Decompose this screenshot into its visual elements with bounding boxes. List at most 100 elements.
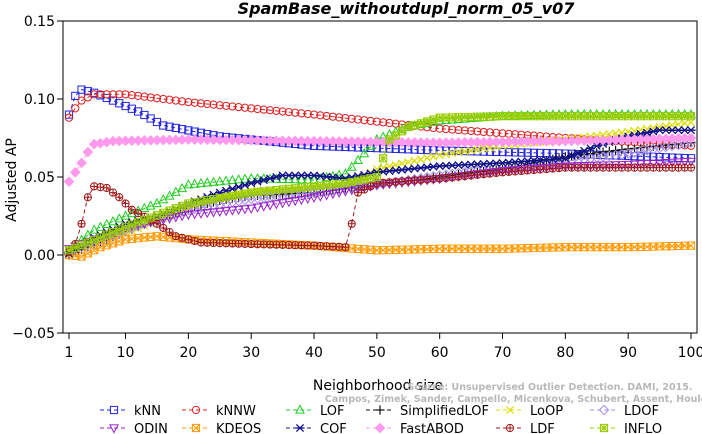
legend-label: FastABOD [400, 422, 464, 434]
data-point [666, 140, 678, 152]
x-tick-label: 100 [678, 345, 702, 361]
data-point [655, 153, 664, 162]
data-point [647, 143, 659, 155]
data-point [108, 215, 118, 226]
data-point [190, 198, 199, 207]
data-point [660, 141, 672, 153]
data-point [278, 185, 287, 194]
data-point [184, 98, 193, 107]
data-point [183, 210, 194, 221]
legend-label: ODIN [134, 422, 168, 434]
series-inflo [64, 112, 696, 255]
data-point [259, 105, 268, 114]
data-point [71, 91, 80, 100]
data-point [233, 205, 244, 216]
data-point [265, 106, 275, 115]
data-point [291, 108, 300, 117]
data-point [435, 124, 444, 133]
data-point [196, 209, 206, 219]
data-point [102, 230, 111, 239]
data-point [189, 178, 200, 188]
data-point [492, 147, 501, 156]
data-point [83, 87, 92, 96]
data-point [686, 126, 696, 135]
data-point [159, 208, 168, 217]
data-point [604, 161, 615, 171]
data-point [686, 157, 696, 168]
data-point [134, 218, 143, 227]
data-point [585, 161, 596, 172]
series-kdeos [64, 232, 696, 261]
data-point [680, 119, 689, 128]
data-point [139, 202, 150, 213]
x-tick-label: 60 [431, 345, 449, 361]
data-point [82, 146, 94, 158]
data-point [579, 162, 590, 172]
y-tick-label: 0.10 [24, 92, 55, 108]
data-point [686, 241, 696, 250]
data-point [448, 149, 457, 158]
data-point [309, 182, 319, 191]
data-point [96, 90, 105, 99]
data-point [610, 161, 621, 171]
legend-item-fastabod: FastABOD [366, 422, 464, 434]
data-point [328, 180, 337, 189]
legend-item-inflo: INFLO [590, 422, 662, 434]
data-point [183, 179, 194, 189]
data-point [102, 90, 111, 99]
data-point [165, 95, 174, 104]
data-point [635, 146, 647, 157]
data-point [202, 177, 213, 187]
data-point [214, 207, 225, 217]
data-point [234, 190, 243, 199]
data-point [184, 126, 193, 135]
data-point [322, 111, 331, 121]
data-point [673, 139, 684, 151]
data-point [541, 163, 552, 174]
legend-marker [599, 423, 609, 433]
legend-item-knn: kNN [100, 404, 161, 419]
y-tick-label: 0.00 [24, 248, 55, 264]
y-tick-label: 0.15 [24, 14, 55, 30]
y-tick-label: 0.05 [24, 170, 55, 186]
data-point [517, 148, 526, 157]
legend-item-lof: LOF [286, 404, 345, 419]
data-point [190, 98, 199, 107]
data-point [145, 200, 156, 210]
data-point [566, 162, 577, 172]
data-point [536, 148, 545, 158]
data-point [127, 220, 136, 229]
data-point [648, 127, 658, 136]
data-point [454, 125, 463, 135]
data-point [240, 103, 250, 112]
watermark-line-1: Source: Unsupervised Outlier Detection. … [408, 382, 693, 393]
data-point [535, 164, 546, 174]
data-point [96, 233, 105, 242]
data-point [296, 174, 307, 184]
data-point [302, 194, 313, 205]
data-point [347, 219, 356, 228]
watermark-line-2: Campos, Zimek, Sander, Campello, Micenko… [325, 394, 702, 405]
data-point [685, 137, 697, 148]
data-point [291, 184, 300, 193]
data-point [271, 200, 282, 210]
data-point [95, 221, 106, 231]
data-point [479, 144, 488, 153]
data-point [328, 112, 337, 121]
data-point [492, 128, 501, 137]
data-point [560, 162, 571, 172]
legend-label: LOF [320, 404, 345, 419]
data-point [127, 91, 136, 100]
legend-label: LoOP [530, 404, 563, 419]
data-point [89, 224, 100, 234]
data-point [485, 143, 494, 152]
data-point [347, 177, 356, 187]
data-point [252, 177, 263, 186]
data-point [372, 172, 381, 182]
data-point [215, 101, 224, 110]
data-point [460, 147, 469, 156]
legend-marker [295, 404, 305, 414]
data-point [101, 218, 112, 229]
data-point [165, 122, 174, 131]
data-point [673, 158, 684, 168]
